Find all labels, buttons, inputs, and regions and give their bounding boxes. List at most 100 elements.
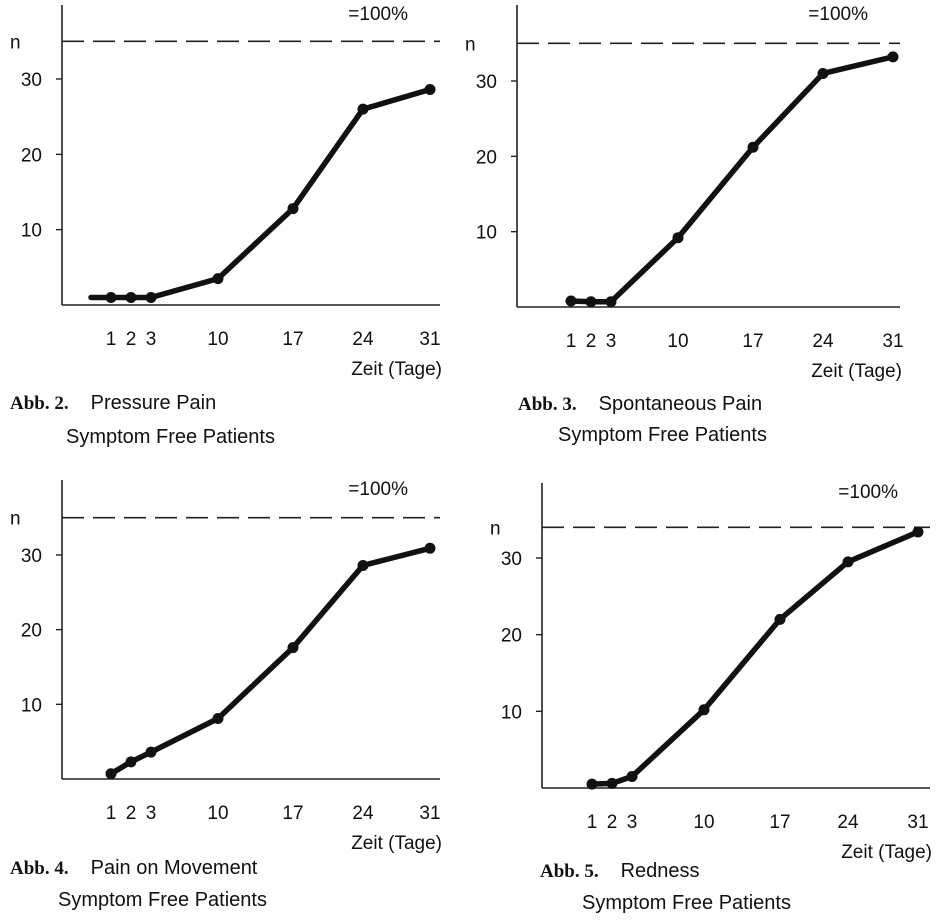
x-tick-label: 2	[126, 803, 137, 824]
chart-panel-1: 10 20 30n =100% 1 2 3 10 17 24 31 Zeit (Tage)	[10, 4, 442, 380]
chart-subtitle: Symptom Free Patients	[66, 426, 275, 448]
data-point	[287, 203, 299, 215]
data-point	[424, 84, 436, 96]
x-tick-label: 10	[693, 812, 714, 833]
data-point	[586, 778, 598, 790]
y-tick-label: 20	[21, 145, 42, 166]
x-tick-label: 17	[282, 329, 303, 350]
x-tick-label: 24	[812, 331, 834, 352]
x-tick-label: 24	[352, 329, 374, 350]
figure-label: Abb. 5.	[540, 861, 599, 882]
x-tick-label: 2	[126, 329, 137, 350]
data-point	[606, 777, 618, 789]
caption-abb-3: Abb. 3. Spontaneous Pain	[518, 393, 762, 416]
y-tick-label: 20	[21, 621, 42, 642]
chart-panel-3: 10 20 30n =100% 1 2 3 10 17 24 31 Zeit (Tage)	[10, 479, 442, 854]
series-line	[108, 545, 433, 777]
x-tick-label: 3	[606, 331, 617, 352]
data-point	[145, 291, 157, 303]
chart-subtitle: Symptom Free Patients	[558, 424, 767, 446]
y-tick-label: 30	[501, 549, 522, 570]
data-point	[774, 613, 786, 625]
y-tick-label: 30	[21, 70, 42, 91]
reference-label: =100%	[838, 482, 898, 503]
x-tick-label: 1	[587, 812, 598, 833]
data-point	[842, 556, 854, 568]
figure-label: Abb. 2.	[10, 393, 69, 414]
chart-panel-2: 10 20 30n =100% 1 2 3 10 17 24 31 Zeit (Tage)	[465, 4, 904, 382]
data-point	[585, 296, 597, 308]
x-tick-label: 31	[882, 331, 903, 352]
chart-title: Spontaneous Pain	[598, 393, 763, 415]
chart-title: Pain on Movement	[90, 857, 258, 879]
caption-abb-2: Abb. 2. Pressure Pain	[10, 392, 216, 415]
data-point	[698, 704, 710, 716]
y-tick-label: 10	[21, 221, 42, 242]
x-tick-label: 3	[146, 329, 157, 350]
x-tick-label: 2	[607, 812, 618, 833]
figure-label: Abb. 3.	[518, 394, 577, 415]
figure-label: Abb. 4.	[10, 858, 69, 879]
chart-panel-4: 10 20 30n =100% 1 2 3 10 17 24 31 Zeit (Tage)	[490, 482, 932, 863]
x-tick-label: 17	[282, 803, 303, 824]
y-tick-label: 20	[476, 147, 497, 168]
x-tick-label: 1	[106, 329, 117, 350]
data-point	[125, 291, 137, 303]
series-line	[88, 86, 433, 301]
data-point	[424, 542, 436, 554]
data-point	[747, 141, 759, 153]
x-tick-label: 31	[419, 803, 440, 824]
y-tick-label: 20	[501, 626, 522, 647]
x-tick-label: 2	[586, 331, 597, 352]
x-tick-label: 24	[837, 812, 859, 833]
x-tick-label: 3	[627, 812, 638, 833]
y-tick-label: 30	[21, 546, 42, 567]
data-point	[605, 296, 617, 308]
data-point	[565, 295, 577, 307]
x-tick-label: 24	[352, 803, 374, 824]
reference-label: =100%	[348, 4, 408, 25]
y-axis-label: n	[465, 34, 476, 55]
x-axis-label: Zeit (Tage)	[351, 833, 442, 854]
data-point	[357, 559, 369, 571]
data-point	[145, 746, 157, 758]
reference-label: =100%	[808, 4, 868, 25]
data-point	[125, 756, 137, 768]
x-tick-label: 3	[146, 803, 157, 824]
series-line	[568, 54, 896, 305]
reference-label: =100%	[348, 479, 408, 500]
x-tick-label: 10	[667, 331, 688, 352]
data-point	[357, 103, 369, 115]
data-point	[626, 771, 638, 782]
x-tick-label: 1	[566, 331, 577, 352]
data-point	[105, 768, 117, 780]
data-point	[672, 232, 684, 244]
chart-title: Pressure Pain	[90, 392, 217, 414]
series-line	[589, 529, 921, 787]
data-point	[912, 526, 924, 538]
y-axis-label: n	[10, 509, 21, 530]
data-point	[287, 642, 299, 654]
data-point	[212, 713, 224, 725]
y-axis-label: n	[10, 32, 21, 53]
caption-abb-4: Abb. 4. Pain on Movement	[10, 857, 257, 880]
x-tick-label: 31	[907, 812, 928, 833]
x-axis-label: Zeit (Tage)	[841, 842, 932, 863]
data-point	[887, 51, 899, 63]
chart-subtitle: Symptom Free Patients	[58, 889, 267, 911]
x-tick-label: 17	[769, 812, 790, 833]
x-tick-label: 17	[742, 331, 763, 352]
data-point	[212, 273, 224, 285]
y-tick-label: 10	[21, 695, 42, 716]
data-point	[817, 67, 829, 79]
data-point	[105, 291, 117, 303]
y-tick-label: 10	[476, 223, 497, 244]
y-axis-label: n	[490, 518, 501, 539]
chart-title: Redness	[620, 860, 700, 882]
x-tick-label: 10	[207, 803, 228, 824]
x-axis-label: Zeit (Tage)	[351, 359, 442, 380]
chart-subtitle: Symptom Free Patients	[582, 892, 791, 914]
y-tick-label: 10	[501, 702, 522, 723]
x-axis-label: Zeit (Tage)	[811, 361, 902, 382]
